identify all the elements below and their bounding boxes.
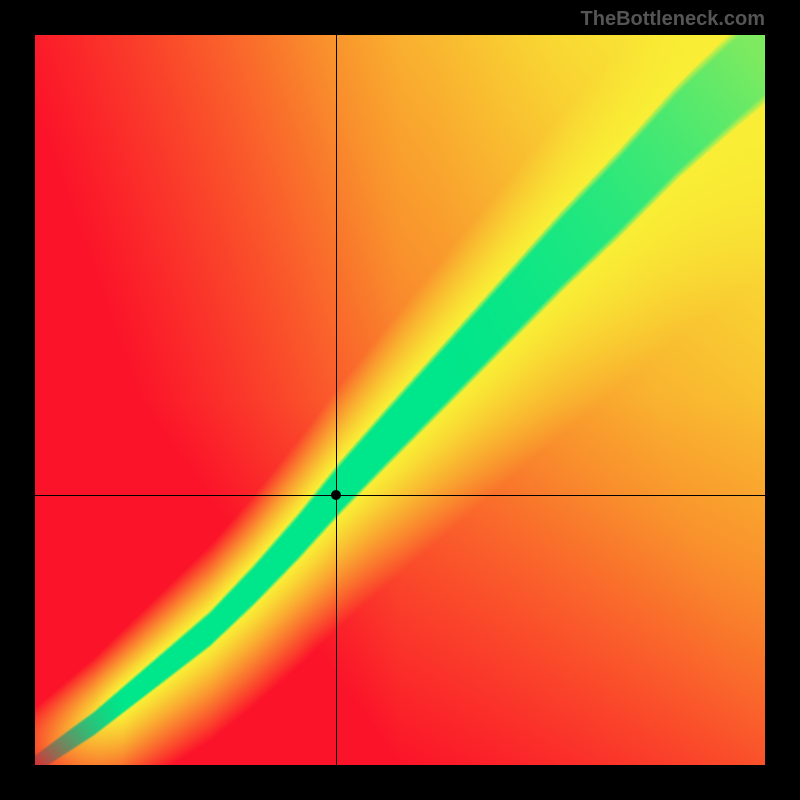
crosshair-marker xyxy=(331,490,341,500)
crosshair-vertical xyxy=(336,35,337,765)
watermark-text: TheBottleneck.com xyxy=(581,8,765,31)
bottleneck-heatmap xyxy=(35,35,765,765)
chart-container: { "canvas": { "width": 800, "height": 80… xyxy=(0,0,800,800)
crosshair-horizontal xyxy=(35,495,765,496)
